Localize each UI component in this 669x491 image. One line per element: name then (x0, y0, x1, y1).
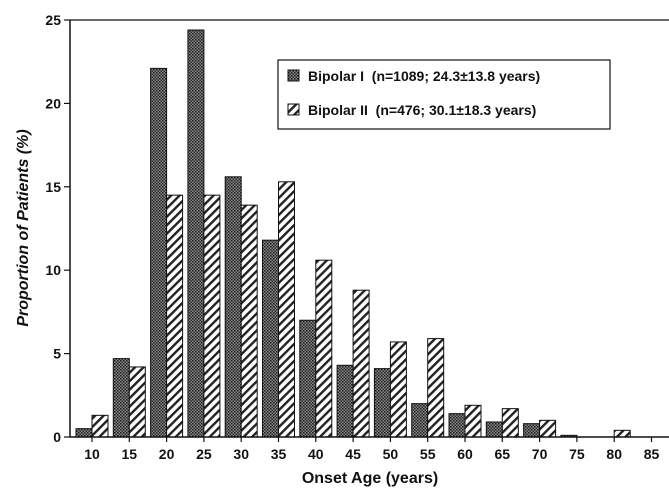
bar-bipolar-i-15 (112, 358, 130, 438)
legend: Bipolar I (n=1089; 24.3±13.8 years) Bipo… (277, 59, 611, 130)
bar-bipolar-ii-20 (166, 194, 184, 438)
legend-swatch-bipolar-2 (287, 103, 300, 116)
x-tick-label-40: 40 (308, 446, 324, 462)
x-tick-label-80: 80 (606, 446, 622, 462)
bar-bipolar-ii-65 (501, 408, 519, 438)
x-tick-label-35: 35 (271, 446, 287, 462)
bar-bipolar-ii-40 (315, 259, 333, 438)
bar-bipolar-i-65 (485, 421, 503, 438)
y-tick-label-15: 15 (45, 179, 61, 195)
y-axis-title: Proportion of Patients (%) (15, 129, 32, 326)
x-tick-label-85: 85 (644, 446, 660, 462)
bar-bipolar-i-35 (262, 239, 279, 438)
legend-swatch-bipolar-1 (287, 69, 300, 82)
bar-bipolar-i-10 (75, 428, 93, 438)
x-tick-label-20: 20 (159, 446, 175, 462)
y-ticks-layer: 0 5 10 15 20 25 (45, 12, 70, 445)
bar-bipolar-ii-25 (203, 194, 221, 438)
bar-bipolar-ii-50 (389, 341, 407, 438)
bar-bipolar-ii-10 (91, 414, 109, 438)
bar-bipolar-i-70 (523, 423, 541, 438)
y-tick-label-10: 10 (45, 262, 61, 278)
bar-bipolar-i-30 (224, 176, 242, 438)
bar-bipolar-ii-70 (539, 419, 557, 438)
bar-bipolar-ii-30 (240, 204, 258, 438)
bar-bipolar-i-40 (299, 319, 317, 438)
x-tick-label-55: 55 (420, 446, 436, 462)
legend-label-bipolar-1: Bipolar I (n=1089; 24.3±13.8 years) (308, 68, 540, 84)
bar-bipolar-ii-35 (278, 181, 295, 438)
bar-bipolar-ii-45 (352, 289, 370, 438)
y-tick-label-5: 5 (53, 346, 61, 362)
x-tick-label-70: 70 (532, 446, 548, 462)
bar-bipolar-i-25 (187, 29, 205, 438)
bar-bipolar-ii-15 (128, 366, 146, 438)
x-tick-label-10: 10 (84, 446, 100, 462)
x-tick-label-75: 75 (569, 446, 585, 462)
x-axis-title: Onset Age (years) (302, 470, 438, 487)
x-tick-label-65: 65 (495, 446, 511, 462)
y-tick-label-20: 20 (45, 95, 61, 111)
y-tick-label-0: 0 (53, 429, 61, 445)
x-ticks-layer: 10 15 20 25 30 35 40 45 50 55 60 65 70 75 80 85 (84, 437, 659, 462)
bar-bipolar-i-50 (373, 368, 391, 438)
x-tick-label-50: 50 (383, 446, 399, 462)
bar-bipolar-ii-60 (464, 404, 482, 438)
bar-bipolar-i-55 (411, 403, 429, 438)
bar-bipolar-ii-55 (427, 338, 445, 438)
bar-bipolar-i-45 (336, 364, 354, 438)
legend-box (277, 59, 611, 130)
x-tick-label-30: 30 (233, 446, 249, 462)
bars-layer (75, 29, 631, 438)
x-tick-label-60: 60 (457, 446, 473, 462)
bar-bipolar-i-60 (448, 413, 466, 438)
x-tick-label-15: 15 (122, 446, 138, 462)
bar-bipolar-ii-80 (613, 429, 631, 438)
x-tick-label-25: 25 (196, 446, 212, 462)
x-tick-label-45: 45 (345, 446, 361, 462)
bar-bipolar-i-20 (150, 67, 168, 438)
legend-label-bipolar-2: Bipolar II (n=476; 30.1±18.3 years) (308, 102, 536, 118)
y-tick-label-25: 25 (45, 12, 61, 28)
